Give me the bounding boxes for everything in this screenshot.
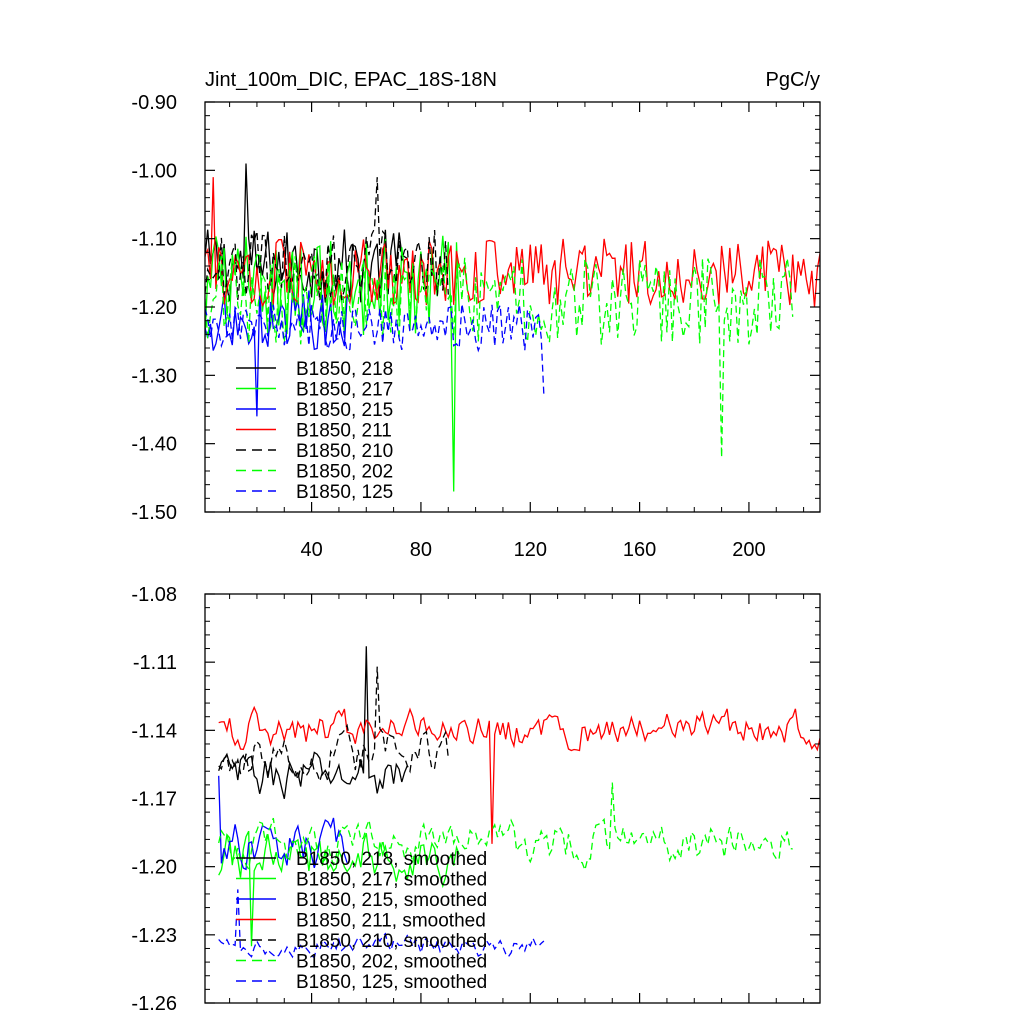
series-line-6: [218, 889, 545, 959]
top-panel-axes: -1.50 -1.40 -1.30 -1.20 -1.10 -1.00 -0.90 40 80 1…: [131, 92, 821, 561]
legend-label-3: B1850, 211: [296, 421, 392, 442]
top-panel-series: [205, 163, 820, 492]
legend-label-6: B1850, 125: [296, 482, 393, 503]
series-line-6: [205, 302, 545, 396]
y-tick-label: -1.50: [131, 502, 177, 524]
y-tick-label: -1.20: [131, 857, 177, 879]
y-tick-label: -1.20: [131, 297, 177, 319]
x-tick-label: 160: [623, 539, 656, 561]
legend-label-4: B1850, 210, smoothed: [296, 931, 487, 952]
bottom-panel-axes: -1.26 -1.23 -1.20 -1.17 -1.14 -1.11 -1.08: [131, 584, 821, 1015]
series-line-4: [205, 177, 449, 301]
y-tick-label: -1.40: [131, 434, 177, 456]
y-tick-label: -0.90: [131, 92, 177, 114]
series-line-2: [218, 775, 348, 871]
x-tick-label: 120: [514, 539, 547, 561]
x-tick-label: 200: [732, 539, 765, 561]
x-tick-label: 40: [300, 539, 322, 561]
y-tick-label: -1.10: [131, 229, 177, 251]
x-tick-label: 80: [410, 539, 432, 561]
bottom-panel-series: [218, 646, 820, 959]
top-panel: Jint_100m_DIC, EPAC_18S-18N PgC/y -1.50-…: [131, 69, 821, 561]
series-line-5: [205, 255, 794, 458]
legend-label-0: B1850, 218, smoothed: [296, 849, 487, 870]
series-line-0: [218, 646, 408, 799]
y-tick-label: -1.30: [131, 365, 177, 387]
legend-label-1: B1850, 217: [296, 380, 393, 401]
series-line-4: [218, 666, 449, 784]
y-tick-label: -1.08: [131, 584, 177, 606]
series-line-5: [218, 782, 793, 873]
y-tick-label: -1.14: [131, 720, 177, 742]
legend-label-2: B1850, 215: [296, 400, 393, 421]
y-tick-label: -1.00: [131, 160, 177, 182]
y-tick-label: -1.17: [131, 789, 177, 811]
series-line-3: [205, 177, 820, 308]
legend-label-5: B1850, 202: [296, 462, 393, 483]
top-panel-units: PgC/y: [766, 69, 820, 91]
y-tick-label: -1.23: [131, 925, 177, 947]
bottom-panel: -1.26 -1.23 -1.20 -1.17 -1.14 -1.11 -1.08 B185…: [131, 584, 821, 1015]
series-line-3: [218, 705, 820, 844]
legend-label-5: B1850, 202, smoothed: [296, 952, 487, 973]
legend-label-4: B1850, 210: [296, 441, 393, 462]
legend-label-1: B1850, 217, smoothed: [296, 870, 487, 891]
legend-label-2: B1850, 215, smoothed: [296, 890, 487, 911]
legend-label-3: B1850, 211, smoothed: [296, 911, 486, 932]
series-line-1: [218, 830, 460, 947]
y-tick-label: -1.26: [131, 993, 177, 1015]
legend-label-0: B1850, 218: [296, 359, 393, 380]
legend-label-6: B1850, 125, smoothed: [296, 972, 487, 993]
y-tick-label: -1.11: [133, 652, 177, 674]
top-panel-title: Jint_100m_DIC, EPAC_18S-18N: [205, 69, 497, 91]
